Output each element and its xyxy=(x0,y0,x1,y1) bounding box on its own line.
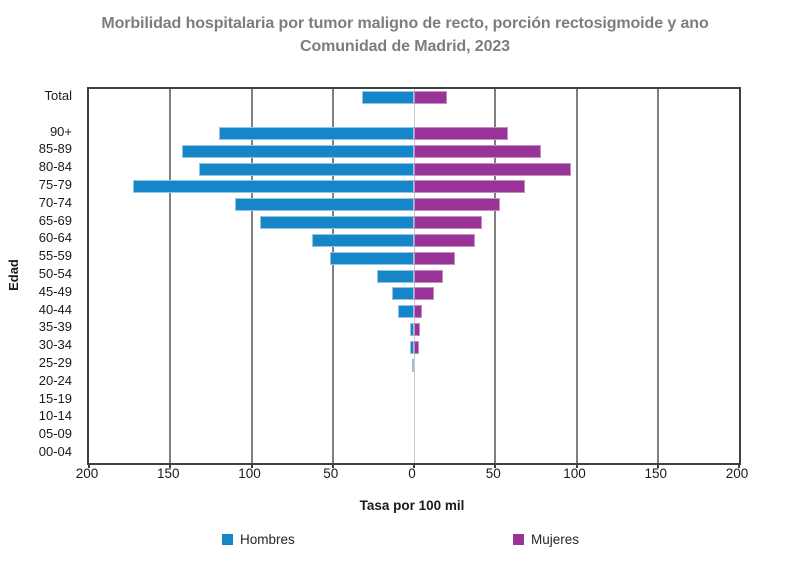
y-axis-label-75-79: 75-79 xyxy=(38,176,72,192)
bar-mujeres-45-49 xyxy=(414,287,434,301)
x-axis-tick-label: 200 xyxy=(725,466,749,481)
x-axis-tick-label: 200 xyxy=(75,466,99,481)
chart-title-line2: Comunidad de Madrid, 2023 xyxy=(300,38,510,56)
y-axis-label-55-59: 55-59 xyxy=(38,248,72,264)
x-axis-tick-label: 50 xyxy=(323,466,339,481)
x-axis-tick-mark xyxy=(250,463,253,468)
hombres-swatch-icon xyxy=(222,534,233,545)
vertical-gridline xyxy=(575,89,578,463)
bar-hombres-60-64 xyxy=(311,233,414,247)
x-axis-tick-mark xyxy=(575,463,578,468)
bar-mujeres-50-54 xyxy=(414,269,444,283)
y-axis-label-45-49: 45-49 xyxy=(38,283,72,299)
x-axis-tick-labels: 200 150 100 50 0 50 100 150 200 xyxy=(76,466,749,484)
chart-title-line1: Morbilidad hospitalaria por tumor malign… xyxy=(101,15,709,32)
x-axis-tick-mark xyxy=(169,463,172,468)
y-axis-label-40-44: 40-44 xyxy=(38,301,72,317)
bar-mujeres-55-59 xyxy=(414,251,455,265)
mujeres-swatch-icon xyxy=(513,534,524,545)
bar-mujeres-90+ xyxy=(414,127,509,141)
plot-area xyxy=(87,87,741,468)
x-axis-tick-mark xyxy=(738,463,740,468)
y-axis-label-65-69: 65-69 xyxy=(38,212,72,228)
bar-mujeres-80-84 xyxy=(414,162,571,176)
vertical-gridline xyxy=(250,89,253,463)
y-axis-label-85-89: 85-89 xyxy=(38,141,72,157)
bar-hombres-50-54 xyxy=(376,269,414,283)
bar-hombres-65-69 xyxy=(259,216,414,230)
x-axis-title: Tasa por 100 mil xyxy=(359,498,465,513)
y-axis-label-25-29: 25-29 xyxy=(38,355,72,371)
bar-mujeres-85-89 xyxy=(414,144,541,158)
y-axis-label-00-04: 00-04 xyxy=(38,444,72,460)
y-axis-label-20-24: 20-24 xyxy=(38,372,72,388)
bar-mujeres-60-64 xyxy=(414,233,475,247)
legend-item-hombres: Hombres xyxy=(222,532,295,547)
x-axis-tick-mark xyxy=(413,463,415,468)
x-axis-tick-label: 100 xyxy=(238,466,261,481)
vertical-gridline xyxy=(169,89,172,463)
vertical-gridline xyxy=(494,89,497,463)
legend-label-hombres: Hombres xyxy=(240,532,295,547)
bar-mujeres-75-79 xyxy=(414,180,525,194)
y-axis-label-60-64: 60-64 xyxy=(38,230,72,246)
y-axis-label-80-84: 80-84 xyxy=(38,159,72,175)
chart-title: Morbilidad hospitalaria por tumor malign… xyxy=(0,12,810,58)
x-axis-tick-label: 0 xyxy=(408,466,416,481)
y-axis-label-90+: 90+ xyxy=(49,123,72,139)
bar-mujeres-30-34 xyxy=(414,340,419,354)
x-axis-tick-mark xyxy=(494,463,497,468)
bar-hombres-75-79 xyxy=(132,180,414,194)
y-axis-label-05-09: 05-09 xyxy=(38,426,72,442)
bar-hombres-45-49 xyxy=(392,287,414,301)
bar-hombres-85-89 xyxy=(182,144,414,158)
x-axis-tick-label: 100 xyxy=(563,466,586,481)
bar-hombres-70-74 xyxy=(235,198,414,212)
y-axis-label-70-74: 70-74 xyxy=(38,194,72,210)
bar-hombres-40-44 xyxy=(397,305,414,319)
bar-mujeres-35-39 xyxy=(414,322,420,336)
x-axis-tick-mark xyxy=(88,463,90,468)
bar-mujeres-65-69 xyxy=(414,216,483,230)
bar-hombres-30-34 xyxy=(410,340,414,354)
legend-item-mujeres: Mujeres xyxy=(513,532,579,547)
bar-mujeres-70-74 xyxy=(414,198,501,212)
bar-hombres-55-59 xyxy=(329,251,414,265)
bar-hombres-35-39 xyxy=(409,322,414,336)
y-axis-label-50-54: 50-54 xyxy=(38,266,72,281)
x-axis-tick-mark xyxy=(331,463,334,468)
x-axis-tick-label: 150 xyxy=(644,466,668,481)
x-axis-tick-label: 50 xyxy=(485,466,501,481)
bar-hombres-25-29 xyxy=(412,358,415,372)
y-axis-label-35-39: 35-39 xyxy=(38,319,72,335)
y-axis-label-30-34: 30-34 xyxy=(38,337,72,353)
bar-mujeres-Total xyxy=(414,91,447,105)
vertical-gridline xyxy=(331,89,334,463)
bar-hombres-90+ xyxy=(219,127,414,141)
x-axis-tick-label: 150 xyxy=(156,466,180,481)
y-axis-labels: Total 90+ 85-89 80-84 75-79 70-74 65-69 60-64 55… xyxy=(0,87,80,461)
y-axis-label-10-14: 10-14 xyxy=(38,408,72,424)
y-axis-label-Total: Total xyxy=(44,87,72,103)
bar-mujeres-40-44 xyxy=(414,305,423,319)
bar-hombres-80-84 xyxy=(198,162,414,176)
vertical-gridline xyxy=(656,89,659,463)
y-axis-label-15-19: 15-19 xyxy=(38,390,72,406)
legend-label-mujeres: Mujeres xyxy=(531,532,580,547)
bar-hombres-Total xyxy=(362,91,414,105)
x-axis-tick-mark xyxy=(656,463,659,468)
